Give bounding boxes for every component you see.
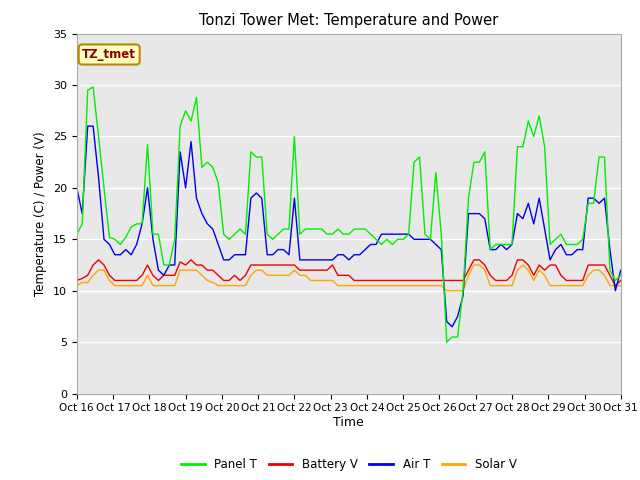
- Panel T: [329, 231, 337, 237]
- Panel T: [443, 339, 451, 345]
- Y-axis label: Temperature (C) / Power (V): Temperature (C) / Power (V): [35, 132, 47, 296]
- Panel T: [116, 241, 124, 247]
- Air T: [84, 123, 92, 129]
- Air T: [329, 257, 337, 263]
- Panel T: [617, 273, 625, 278]
- Solar V: [460, 288, 467, 294]
- Solar V: [73, 283, 81, 288]
- Solar V: [111, 283, 119, 288]
- Air T: [492, 247, 499, 252]
- Air T: [214, 241, 222, 247]
- Text: TZ_tmet: TZ_tmet: [82, 48, 136, 61]
- Battery V: [405, 277, 413, 283]
- Battery V: [329, 262, 337, 268]
- Panel T: [465, 195, 472, 201]
- Battery V: [95, 257, 102, 263]
- Air T: [465, 211, 472, 216]
- Solar V: [492, 283, 499, 288]
- Panel T: [73, 231, 81, 237]
- Battery V: [617, 277, 625, 283]
- Battery V: [486, 273, 494, 278]
- Air T: [405, 231, 413, 237]
- Battery V: [460, 277, 467, 283]
- Panel T: [89, 84, 97, 90]
- Panel T: [492, 241, 499, 247]
- Panel T: [405, 231, 413, 237]
- Battery V: [73, 277, 81, 283]
- Battery V: [116, 277, 124, 283]
- Panel T: [214, 180, 222, 186]
- Solar V: [617, 283, 625, 288]
- Air T: [617, 267, 625, 273]
- Air T: [116, 252, 124, 258]
- Title: Tonzi Tower Met: Temperature and Power: Tonzi Tower Met: Temperature and Power: [199, 13, 499, 28]
- Air T: [73, 185, 81, 191]
- Line: Battery V: Battery V: [77, 260, 621, 286]
- X-axis label: Time: Time: [333, 416, 364, 429]
- Solar V: [209, 280, 216, 286]
- Solar V: [443, 288, 451, 294]
- Line: Solar V: Solar V: [77, 265, 621, 291]
- Solar V: [323, 277, 331, 283]
- Battery V: [611, 283, 619, 288]
- Battery V: [214, 273, 222, 278]
- Line: Air T: Air T: [77, 126, 621, 327]
- Legend: Panel T, Battery V, Air T, Solar V: Panel T, Battery V, Air T, Solar V: [176, 454, 522, 476]
- Air T: [448, 324, 456, 330]
- Solar V: [470, 262, 477, 268]
- Line: Panel T: Panel T: [77, 87, 621, 342]
- Solar V: [399, 283, 407, 288]
